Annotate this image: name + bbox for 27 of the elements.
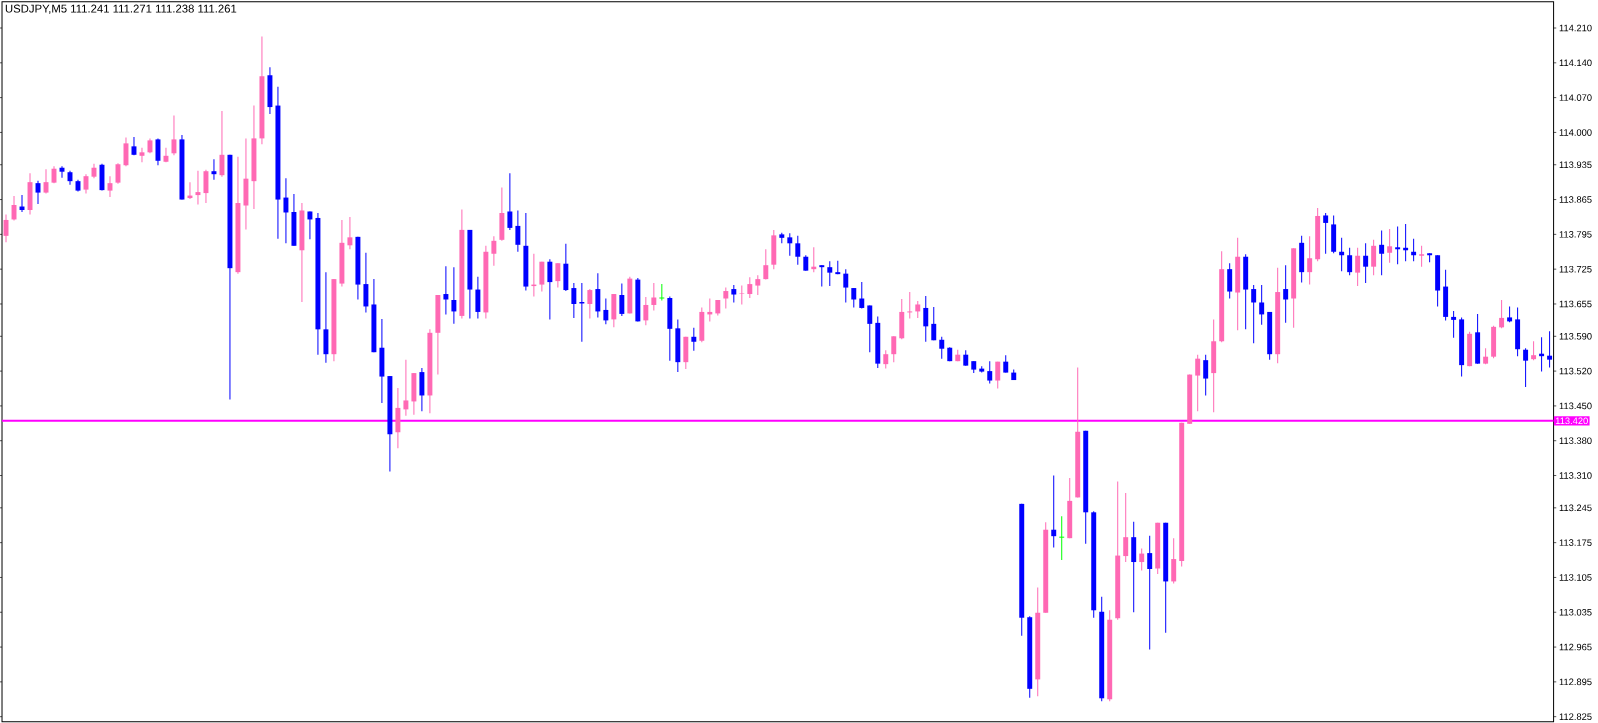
y-tick-label: 114.000 bbox=[1559, 129, 1592, 136]
y-tick-label: 113.380 bbox=[1559, 437, 1592, 445]
y-tick-label: 113.245 bbox=[1559, 504, 1592, 512]
candlestick bbox=[658, 283, 665, 301]
y-tick-label: 113.310 bbox=[1559, 472, 1592, 479]
y-tick-label: 113.655 bbox=[1559, 300, 1592, 308]
y-tick-label: 113.175 bbox=[1559, 539, 1592, 546]
ref-line-label: 113.420 bbox=[1555, 417, 1588, 425]
y-tick-label: 112.965 bbox=[1559, 643, 1592, 651]
y-tick-label: 113.105 bbox=[1559, 574, 1592, 581]
y-tick-label: 113.865 bbox=[1559, 196, 1592, 203]
y-tick-label: 113.725 bbox=[1559, 265, 1592, 273]
candlestick bbox=[779, 232, 785, 244]
y-tick-label: 114.140 bbox=[1559, 59, 1592, 67]
candlestick bbox=[1419, 245, 1425, 268]
y-tick-label: 113.795 bbox=[1559, 231, 1592, 238]
candlestick bbox=[739, 285, 745, 305]
chart-title: USDJPY,M5 111.241 111.271 111.238 111.261 bbox=[5, 4, 237, 14]
y-tick-label: 114.210 bbox=[1559, 24, 1592, 32]
y-tick-label: 113.520 bbox=[1559, 367, 1592, 375]
y-tick-label: 112.825 bbox=[1559, 713, 1592, 720]
y-tick-label: 113.935 bbox=[1559, 161, 1592, 169]
y-tick-label: 113.590 bbox=[1559, 333, 1592, 340]
y-tick-label: 113.450 bbox=[1559, 402, 1592, 410]
y-tick-label: 113.035 bbox=[1559, 608, 1592, 616]
y-tick-label: 112.895 bbox=[1559, 678, 1592, 686]
y-tick-label: 114.070 bbox=[1559, 94, 1592, 101]
